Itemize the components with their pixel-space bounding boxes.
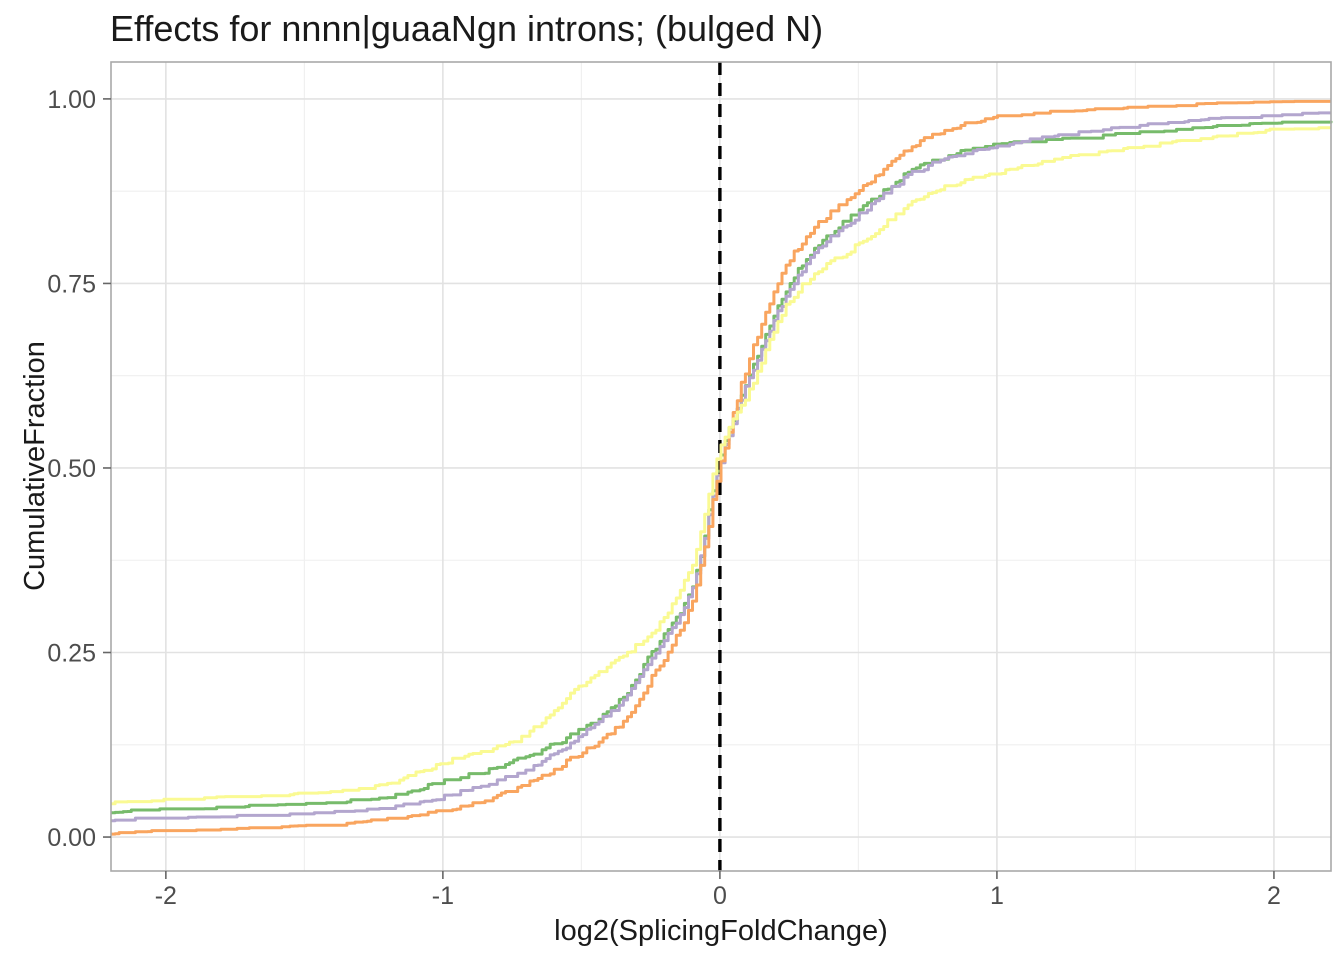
x-tick-label: 2 — [1267, 882, 1281, 910]
x-axis-title: log2(SplicingFoldChange) — [554, 915, 888, 947]
x-tick-label: 0 — [713, 882, 727, 910]
x-tick-label: -1 — [432, 882, 454, 910]
frame-layer — [110, 61, 1332, 872]
plot-title: Effects for nnnn|guaaNgn introns; (bulge… — [110, 8, 823, 49]
y-tick-label: 0.25 — [47, 640, 96, 668]
y-tick-label: 0.50 — [47, 455, 96, 483]
series-line-purple — [111, 111, 1331, 823]
y-tick-label: 0.00 — [47, 824, 96, 852]
x-tick-label: -2 — [155, 882, 177, 910]
panel-border — [110, 61, 1332, 872]
series-layer — [111, 99, 1333, 836]
series-line-yellow — [111, 126, 1331, 806]
y-tick-label: 1.00 — [47, 86, 96, 114]
axis-layer: -2 -1 0 1 2 0.00 0.25 0.50 0.75 1.00 — [47, 86, 1281, 910]
y-axis-title: CumulativeFraction — [19, 341, 51, 591]
series-line-orange — [111, 99, 1331, 836]
y-tick-label: 0.75 — [47, 270, 96, 298]
x-tick-label: 1 — [990, 882, 1004, 910]
